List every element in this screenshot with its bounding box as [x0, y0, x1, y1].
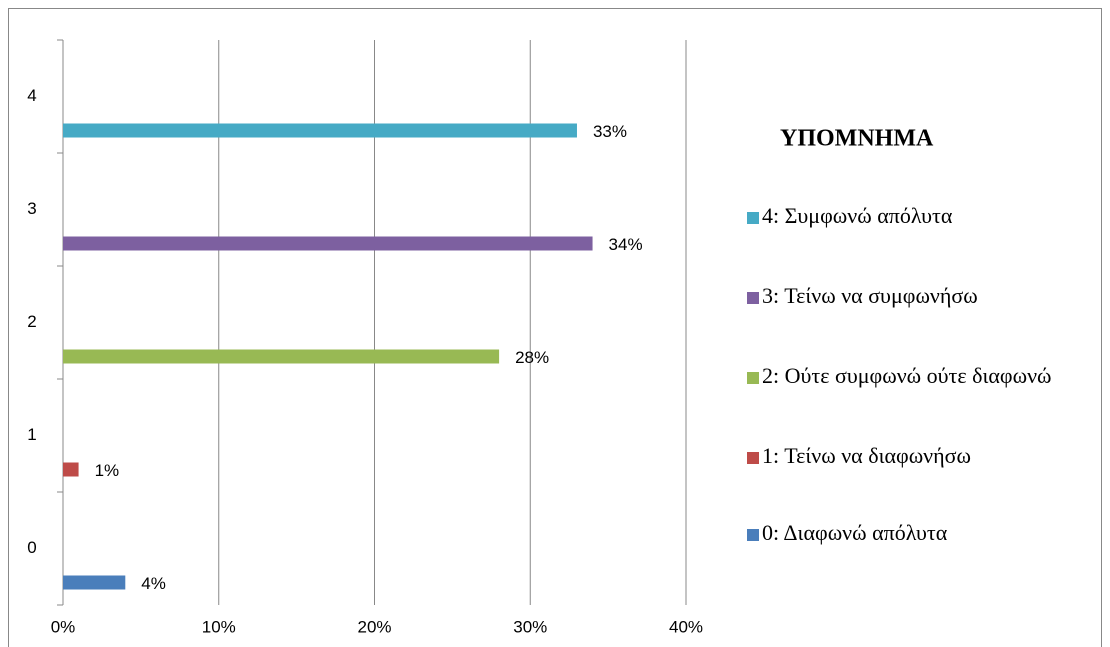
bar	[63, 123, 577, 138]
chart-border	[8, 8, 1102, 647]
legend-swatch	[747, 292, 759, 304]
legend-swatch	[747, 372, 759, 384]
bar	[63, 462, 79, 477]
y-tick-label: 2	[27, 312, 36, 331]
value-label: 33%	[593, 122, 627, 141]
legend-swatch	[747, 529, 759, 541]
legend-swatch	[747, 212, 759, 224]
legend-label: 4: Συμφωνώ απόλυτα	[762, 203, 953, 228]
value-label: 34%	[609, 235, 643, 254]
y-tick-label: 4	[27, 86, 36, 105]
legend-label: 2: Ούτε συμφωνώ ούτε διαφωνώ	[762, 363, 1052, 388]
value-label: 4%	[141, 574, 166, 593]
y-tick-label: 0	[27, 538, 36, 557]
x-tick-label: 30%	[513, 617, 547, 636]
x-tick-label: 20%	[357, 617, 391, 636]
bar	[63, 236, 593, 251]
legend-swatch	[747, 452, 759, 464]
y-tick-label: 3	[27, 199, 36, 218]
value-label: 1%	[95, 461, 120, 480]
value-label: 28%	[515, 348, 549, 367]
bar	[63, 575, 126, 590]
y-tick-label: 1	[27, 425, 36, 444]
x-tick-label: 40%	[669, 617, 703, 636]
legend-label: 1: Τείνω να διαφωνήσω	[762, 443, 971, 468]
x-tick-label: 0%	[51, 617, 76, 636]
legend-label: 0: Διαφωνώ απόλυτα	[762, 520, 948, 545]
x-tick-label: 10%	[202, 617, 236, 636]
legend-title: ΥΠΟΜΝΗΜΑ	[780, 126, 934, 152]
bar	[63, 349, 500, 364]
legend-label: 3: Τείνω να συμφωνήσω	[762, 283, 978, 308]
